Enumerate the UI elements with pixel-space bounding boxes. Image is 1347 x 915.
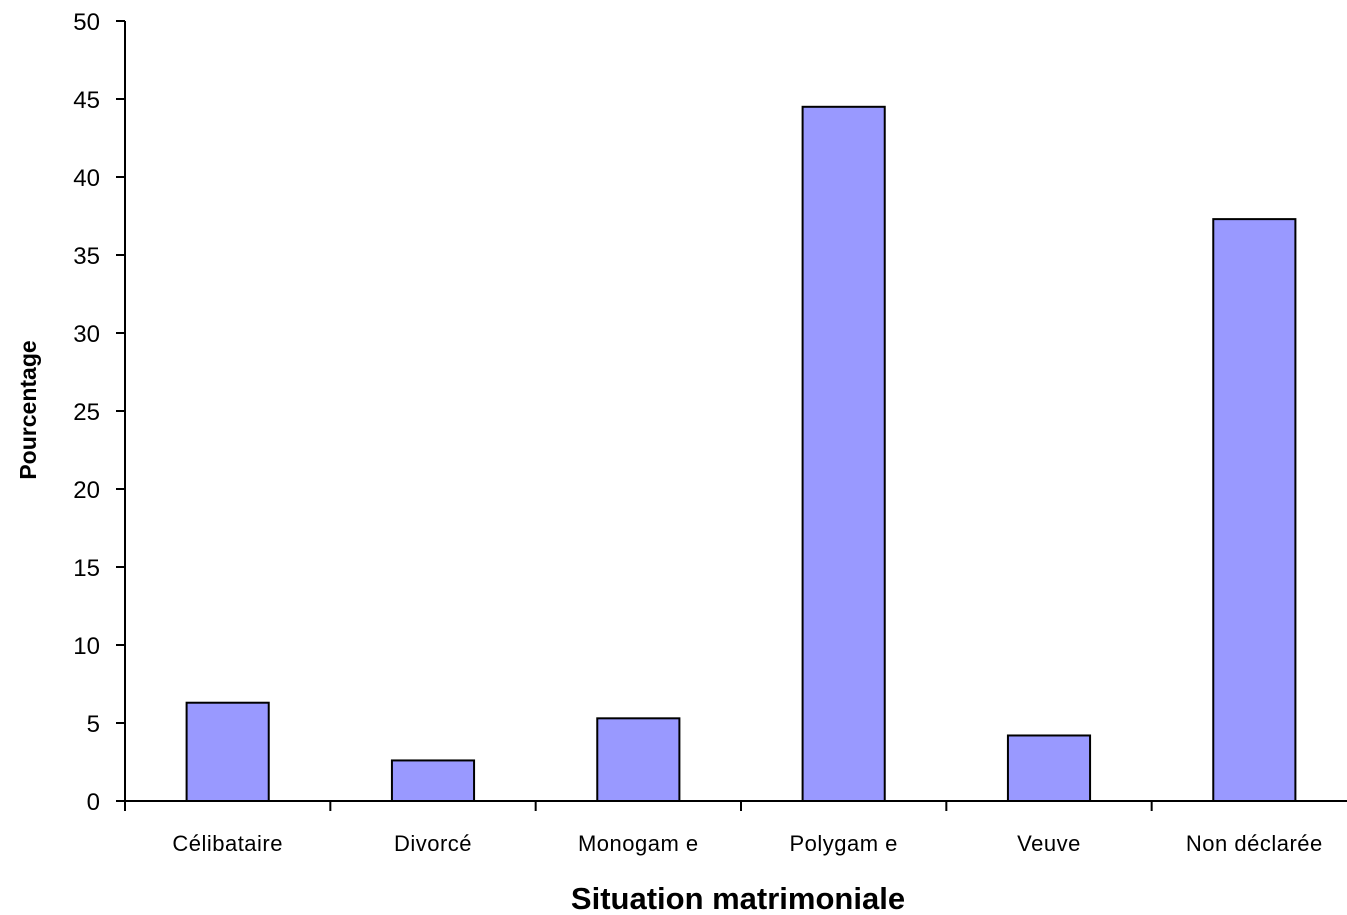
x-tick-label: Veuve bbox=[1017, 831, 1081, 856]
category-labels: Célibataire Divorcé Monogam e Polygam e Veuv… bbox=[172, 831, 1322, 856]
bars bbox=[185, 105, 1297, 803]
x-axis-title: Situation matrimoniale bbox=[571, 881, 905, 915]
y-tick-label: 45 bbox=[73, 87, 100, 114]
y-tick-label: 0 bbox=[87, 789, 100, 816]
bar bbox=[1006, 734, 1092, 802]
x-tick-label: Monogam e bbox=[578, 831, 699, 856]
y-tick-label: 20 bbox=[73, 477, 100, 504]
bar bbox=[596, 717, 681, 803]
x-tick-label: Non déclarée bbox=[1186, 831, 1323, 856]
y-tick-label: 25 bbox=[73, 399, 100, 426]
bar bbox=[801, 105, 886, 803]
x-tick-label: Polygam e bbox=[789, 831, 897, 856]
y-tick-label: 40 bbox=[73, 165, 100, 192]
y-axis: 0 5 10 15 20 25 30 35 40 45 50 bbox=[73, 9, 126, 816]
y-tick-label: 5 bbox=[87, 711, 100, 738]
y-tick-label: 35 bbox=[73, 243, 100, 270]
bar bbox=[390, 759, 476, 803]
bar bbox=[1212, 218, 1297, 802]
y-tick-label: 15 bbox=[73, 555, 100, 582]
y-axis-title: Pourcentage bbox=[15, 340, 41, 479]
y-tick-label: 10 bbox=[73, 633, 100, 660]
x-tick-label: Célibataire bbox=[172, 831, 283, 856]
y-tick-label: 30 bbox=[73, 321, 100, 348]
x-tick-label: Divorcé bbox=[394, 831, 472, 856]
y-tick-label: 50 bbox=[73, 9, 100, 36]
bar bbox=[185, 701, 270, 802]
x-axis bbox=[124, 800, 1347, 811]
